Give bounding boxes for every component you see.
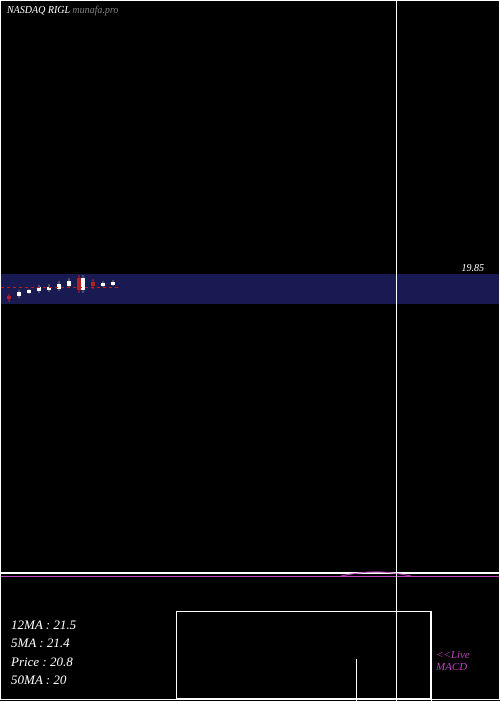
stats-panel: 12MA : 21.5 5MA : 21.4 Price : 20.8 50MA… [11,616,76,689]
ticker-label: NASDAQ RIGL [7,5,70,16]
stat-12ma: 12MA : 21.5 [11,616,76,634]
macd-label-line2: MACD [436,661,470,673]
vline [396,1,397,701]
price-axis-label: 19.85 [462,263,485,274]
chart-container: NASDAQ RIGL munafa.pro 19.85 12MA : 21.5… [0,0,500,700]
price-band [1,274,499,304]
inset-box [176,611,431,699]
stat-5ma: 5MA : 21.4 [11,634,76,652]
stat-50ma: 50MA : 20 [11,671,76,689]
chart-header: NASDAQ RIGL munafa.pro [7,5,118,16]
hline [1,572,499,574]
stat-price: Price : 20.8 [11,653,76,671]
macd-label: <<Live MACD [436,649,470,673]
site-label: munafa.pro [72,5,118,16]
macd-label-line1: <<Live [436,649,470,661]
hline [1,576,499,577]
vline [431,611,432,701]
